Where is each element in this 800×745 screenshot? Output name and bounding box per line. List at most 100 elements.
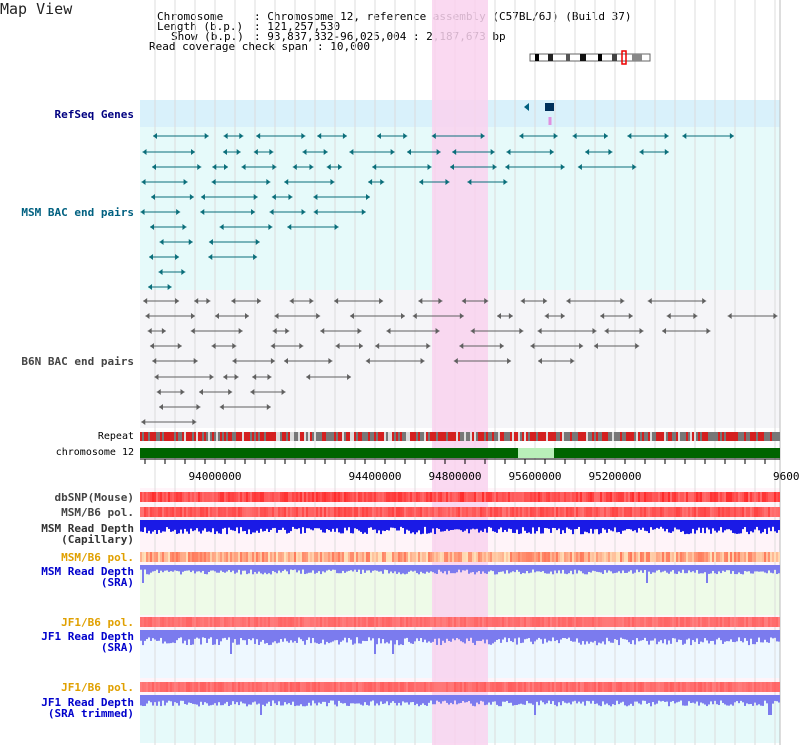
jf1-pol-heat [308, 617, 310, 627]
msm-capillary-depth [178, 520, 180, 534]
dbsnp-heat [374, 492, 376, 502]
repeat-segment [140, 432, 142, 441]
jf1-pol2-heat [436, 682, 438, 692]
msm-pol2-heat [542, 552, 544, 562]
track-label-b6n-bac[interactable]: B6N BAC end pairs [21, 355, 134, 368]
repeat-segment [472, 432, 474, 441]
msm-pol-heat [550, 507, 552, 517]
repeat-segment [716, 432, 718, 441]
jf1-sra-depth [520, 630, 522, 644]
msm-capillary-depth [574, 520, 576, 530]
jf1-pol-heat [460, 617, 462, 627]
msm-pol2-heat [260, 552, 262, 562]
track-label-refseq[interactable]: RefSeq Genes [54, 108, 134, 121]
dbsnp-heat [492, 492, 494, 502]
msm-bac-pair-end [255, 239, 260, 245]
dbsnp-heat [242, 492, 244, 502]
msm-pol-heat [390, 507, 392, 517]
jf1-pol-heat [704, 617, 706, 627]
jf1-sra-depth [546, 630, 548, 643]
msm-pol2-heat [244, 552, 246, 562]
msm-pol-heat [622, 507, 624, 517]
jf1-pol-heat [348, 617, 350, 627]
jf1-sra-depth [544, 630, 546, 639]
msm-pol2-heat [520, 552, 522, 562]
msm-pol-heat [400, 507, 402, 517]
jf1-sra-depth [634, 630, 636, 645]
dbsnp-heat [346, 492, 348, 502]
jf1-pol2-heat [472, 682, 474, 692]
msm-bac-pair-end [219, 224, 224, 230]
track-label-msm-bac[interactable]: MSM BAC end pairs [21, 206, 134, 219]
repeat-segment [520, 432, 522, 441]
jf1-sra-depth [432, 630, 434, 642]
jf1-pol-heat [604, 617, 606, 627]
msm-sra-depth [434, 565, 436, 574]
msm-pol-heat [354, 507, 356, 517]
msm-pol2-heat [496, 552, 498, 562]
jf1-trim-depth [474, 695, 476, 707]
repeat-segment [740, 432, 742, 441]
msm-pol2-heat [508, 552, 510, 562]
msm-sra-depth [588, 565, 590, 572]
dbsnp-heat [388, 492, 390, 502]
msm-pol-heat [490, 507, 492, 517]
msm-pol2-heat [304, 552, 306, 562]
jf1-sra-depth [572, 630, 574, 642]
jf1-pol-heat [762, 617, 764, 627]
jf1-pol-heat [672, 617, 674, 627]
repeat-segment [588, 432, 590, 441]
msm-capillary-depth [430, 520, 432, 533]
jf1-sra-depth [602, 630, 604, 642]
msm-pol2-heat [280, 552, 282, 562]
dbsnp-heat [668, 492, 670, 502]
dbsnp-heat [286, 492, 288, 502]
msm-pol-heat [396, 507, 398, 517]
b6n-bac-pair-end [420, 358, 425, 364]
jf1-sra-depth [228, 630, 230, 638]
jf1-pol2-heat [490, 682, 492, 692]
msm-pol-heat [190, 507, 192, 517]
jf1-pol2-heat [536, 682, 538, 692]
msm-sra-depth [354, 565, 356, 570]
jf1-trim-depth [616, 695, 618, 701]
repeat-segment [682, 432, 684, 441]
jf1-pol2-heat [534, 682, 536, 692]
dbsnp-heat [758, 492, 760, 502]
jf1-pol2-heat [220, 682, 222, 692]
jf1-trim-depth [518, 695, 520, 705]
jf1-trim-depth [206, 695, 208, 704]
msm-capillary-depth [550, 520, 552, 533]
jf1-trim-depth [308, 695, 310, 703]
msm-sra-depth [478, 565, 480, 571]
msm-pol2-heat [480, 552, 482, 562]
msm-capillary-depth [734, 520, 736, 534]
jf1-trim-depth [748, 695, 750, 705]
jf1-pol2-heat [408, 682, 410, 692]
jf1-sra-depth [374, 630, 376, 654]
msm-capillary-depth [296, 520, 298, 530]
msm-pol2-heat [292, 552, 294, 562]
jf1-trim-depth [244, 695, 246, 704]
dbsnp-heat [646, 492, 648, 502]
msm-pol2-heat [196, 552, 198, 562]
jf1-pol-heat [512, 617, 514, 627]
repeat-segment [738, 432, 740, 441]
jf1-pol-heat [692, 617, 694, 627]
msm-pol2-heat [276, 552, 278, 562]
msm-pol-heat [616, 507, 618, 517]
jf1-sra-depth [386, 630, 388, 643]
msm-bac-pair-end [376, 133, 381, 139]
jf1-trim-depth [248, 695, 250, 705]
jf1-pol-heat [238, 617, 240, 627]
jf1-pol2-heat [468, 682, 470, 692]
msm-pol2-heat [522, 552, 524, 562]
repeat-segment [706, 432, 708, 441]
msm-pol2-heat [430, 552, 432, 562]
jf1-trim-depth [240, 695, 242, 702]
jf1-sra-depth [304, 630, 306, 645]
jf1-pol-heat [682, 617, 684, 627]
msm-sra-depth [382, 565, 384, 574]
msm-pol2-heat [398, 552, 400, 562]
